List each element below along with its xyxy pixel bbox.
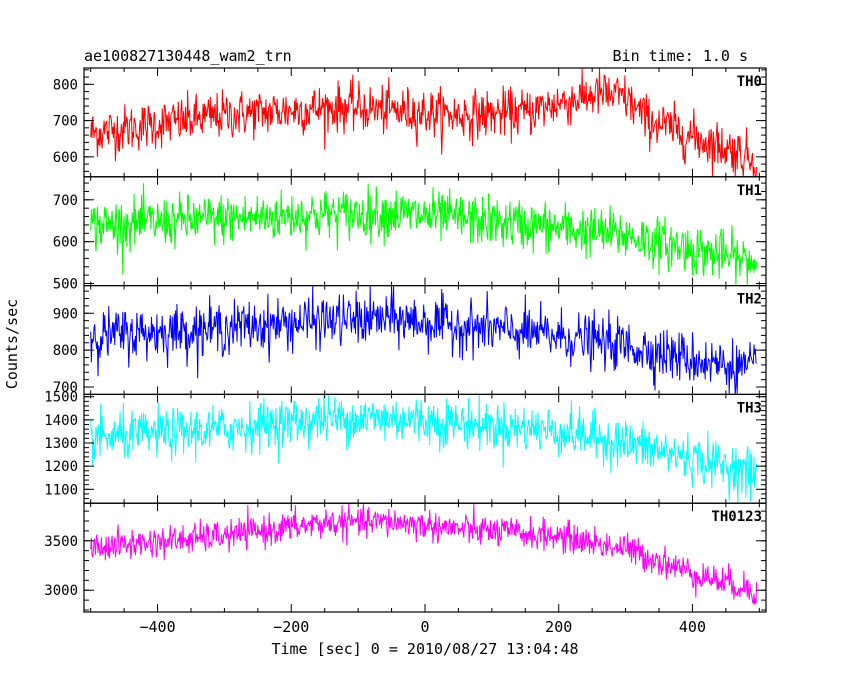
x-tick-label: −200	[273, 618, 309, 636]
bin-time-label: Bin time: 1.0 s	[613, 47, 748, 65]
series-line-th2	[90, 285, 757, 395]
panel-label: TH3	[737, 400, 762, 416]
panel-th2: 700 800 900 TH2	[53, 285, 767, 396]
chart-title: ae100827130448_wam2_trn	[84, 47, 292, 65]
panel-th1: 500 600 700 TH1	[53, 176, 767, 293]
panel-th3: 1100 1200 1300 1400 1500 TH3	[44, 390, 767, 504]
x-axis-label: Time [sec] 0 = 2010/08/27 13:04:48	[271, 640, 578, 658]
x-tick-label: 0	[420, 618, 429, 636]
series-line-th1	[90, 183, 758, 286]
y-tick-label: 3000	[44, 583, 78, 599]
y-tick-label: 1500	[44, 390, 78, 406]
panel-th0: 600 700 800 TH0	[53, 67, 767, 178]
y-tick-label: 1100	[44, 482, 78, 498]
y-tick-label: 800	[53, 77, 78, 93]
series-line-th0	[90, 67, 758, 178]
y-tick-label: 700	[53, 380, 78, 396]
y-tick-label: 800	[53, 343, 78, 359]
series-line-th0123	[90, 503, 758, 606]
y-tick-label: 3500	[44, 534, 78, 550]
panel-th0123: 3000 3500 TH0123	[44, 502, 767, 613]
x-tick-label: 400	[679, 618, 706, 636]
x-axis: −400 −200 0 200 400	[139, 618, 706, 636]
y-tick-label: 600	[53, 235, 78, 251]
x-tick-label: −400	[139, 618, 175, 636]
panel-label: TH0123	[711, 509, 762, 525]
y-tick-label: 700	[53, 193, 78, 209]
y-tick-label: 1400	[44, 413, 78, 429]
panels-group: 600 700 800 TH0 500 600 700 TH1 700 800 900 TH2 1100…	[44, 67, 767, 613]
x-tick-label: 200	[545, 618, 572, 636]
panel-label: TH0	[737, 74, 762, 90]
y-tick-label: 700	[53, 114, 78, 130]
series-line-th3	[90, 394, 758, 504]
y-tick-label: 1200	[44, 459, 78, 475]
panel-label: TH1	[737, 183, 762, 199]
panel-label: TH2	[737, 292, 762, 308]
y-tick-label: 600	[53, 150, 78, 166]
y-tick-label: 500	[53, 277, 78, 293]
y-tick-label: 1300	[44, 436, 78, 452]
y-axis-label: Counts/sec	[3, 299, 21, 389]
y-tick-label: 900	[53, 306, 78, 322]
